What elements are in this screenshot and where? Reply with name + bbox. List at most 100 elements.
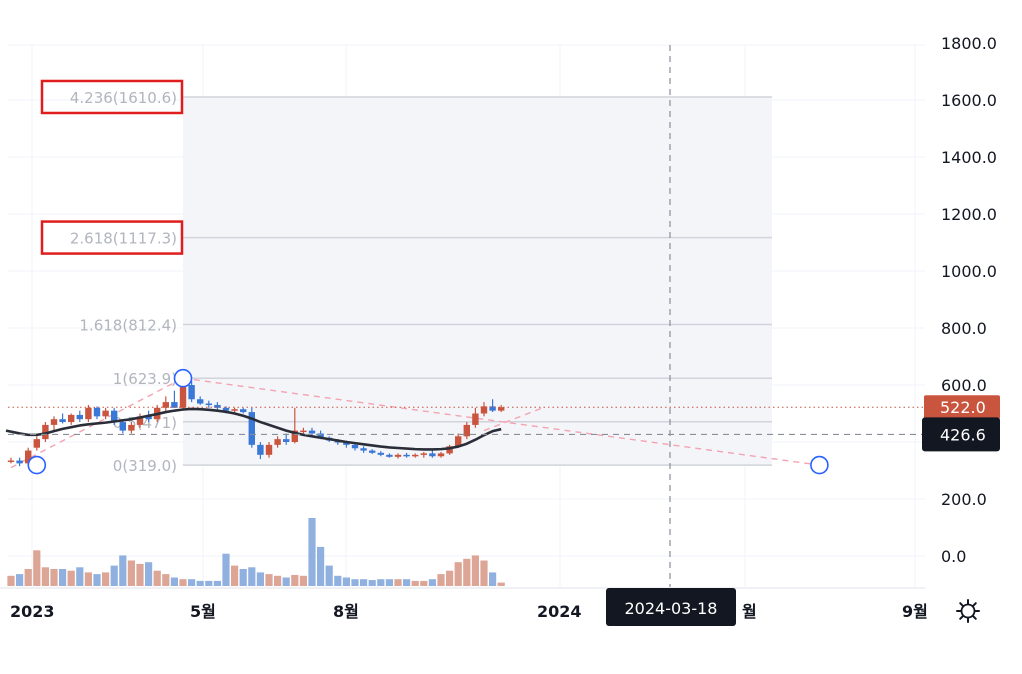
volume-bar [463, 558, 471, 586]
price-tick-label: 1000.0 [941, 262, 997, 281]
anchor-handle[interactable] [27, 455, 47, 475]
fibonacci-extension[interactable]: 4.236(1610.6) 2.618(1117.3) 1.618(812.4) 1(… [40, 79, 772, 475]
candle-body [231, 409, 238, 411]
candle-body [214, 404, 221, 408]
volume-bar [480, 560, 488, 586]
volume-bar [119, 555, 127, 586]
time-tick-label: 8월 [333, 602, 359, 621]
candle-body [291, 430, 298, 442]
crosshair-price-tag [922, 417, 1000, 452]
ma-line [5, 407, 502, 451]
volume-bar [437, 574, 445, 586]
trendlines[interactable] [10, 377, 820, 469]
candle-body [7, 460, 15, 463]
price-axis-background [926, 45, 1022, 587]
candle-body [498, 407, 505, 411]
volume-bar [222, 553, 230, 586]
candle-body [205, 403, 212, 406]
volume-bar [196, 580, 204, 586]
volume-bar [428, 579, 436, 586]
candle-body [446, 446, 453, 454]
fib-level-label: 4.236(1610.6) [70, 89, 177, 107]
volume-bars [7, 518, 505, 586]
volume-bar [179, 579, 187, 586]
candle-body [429, 453, 436, 457]
candle-body [377, 452, 384, 455]
candle-body [403, 454, 410, 457]
candle-body [59, 419, 66, 423]
candle-body [85, 407, 92, 420]
candle-body [248, 412, 255, 445]
candle-body [369, 450, 376, 453]
volume-bar [136, 563, 144, 586]
volume-bar [308, 518, 316, 586]
time-tick-label: 월 [742, 602, 757, 621]
volume-bar [342, 577, 350, 586]
candle-body [343, 442, 350, 445]
volume-bar [420, 580, 428, 586]
volume-bar [67, 570, 75, 586]
price-tick-label: 1600.0 [941, 91, 997, 110]
volume-bar [231, 565, 239, 586]
anchor-handle[interactable] [173, 368, 193, 388]
candle-body [111, 410, 118, 423]
volume-bar [291, 574, 299, 586]
fib-level-label: 1.618(812.4) [79, 316, 177, 334]
volume-bar [93, 574, 101, 586]
volume-bar [145, 562, 153, 586]
volume-bar [299, 575, 307, 586]
last-price-tag [924, 395, 1000, 420]
volume-bar [213, 580, 221, 586]
price-axis[interactable]: 0.0 200.0 600.0 800.0 1000.0 1200.0 1400.0 1600… [926, 34, 1022, 587]
volume-bar [127, 560, 135, 586]
candlesticks [7, 379, 505, 467]
candle-body [145, 416, 152, 420]
candle-body [136, 416, 144, 425]
volume-bar [33, 550, 41, 586]
volume-bar [325, 565, 333, 586]
candle-body [317, 433, 324, 438]
candle-body [76, 414, 83, 420]
candle-body [300, 430, 307, 433]
volume-bar [7, 575, 15, 586]
time-axis[interactable]: 2023 5월 8월 2024 월 9월 [0, 587, 928, 621]
candle-body [16, 460, 23, 464]
time-tick-label: 2023 [10, 602, 55, 621]
volume-bar [411, 580, 419, 586]
price-tick-label: 0.0 [941, 547, 966, 566]
candle-body [197, 399, 204, 404]
fib-zone-background [183, 96, 772, 466]
candle-body [455, 436, 462, 447]
candle-body [463, 424, 470, 437]
volume-bar [188, 579, 196, 586]
volume-bar [446, 570, 454, 586]
crosshair-price-tag-label: 426.6 [940, 425, 986, 444]
volume-bar [265, 574, 273, 586]
price-tick-label: 600.0 [941, 376, 987, 395]
candle-body [412, 454, 419, 457]
settings-gear-icon[interactable] [956, 599, 980, 623]
candle-body [480, 406, 488, 414]
candle-body [188, 385, 195, 400]
candle-body [25, 450, 32, 464]
volume-bar [239, 569, 247, 586]
candle-body [162, 402, 169, 408]
volume-bar [497, 582, 505, 586]
trendline-anchors[interactable] [27, 368, 829, 475]
candle-body [420, 453, 427, 455]
candle-body [489, 406, 496, 411]
volume-bar [76, 567, 84, 586]
candle-body [351, 444, 359, 449]
candle-body [50, 419, 58, 425]
volume-bar [377, 579, 385, 586]
trendline [182, 377, 820, 466]
crosshair [8, 45, 925, 587]
price-tags: 522.0 426.6 2024-03-18 [606, 395, 1000, 626]
volume-bar [41, 567, 49, 586]
anchor-handle[interactable] [810, 455, 829, 475]
price-tick-label: 1400.0 [941, 148, 997, 167]
volume-bar [84, 572, 92, 586]
volume-bar [351, 579, 359, 586]
price-tick-label: 1800.0 [941, 34, 997, 53]
